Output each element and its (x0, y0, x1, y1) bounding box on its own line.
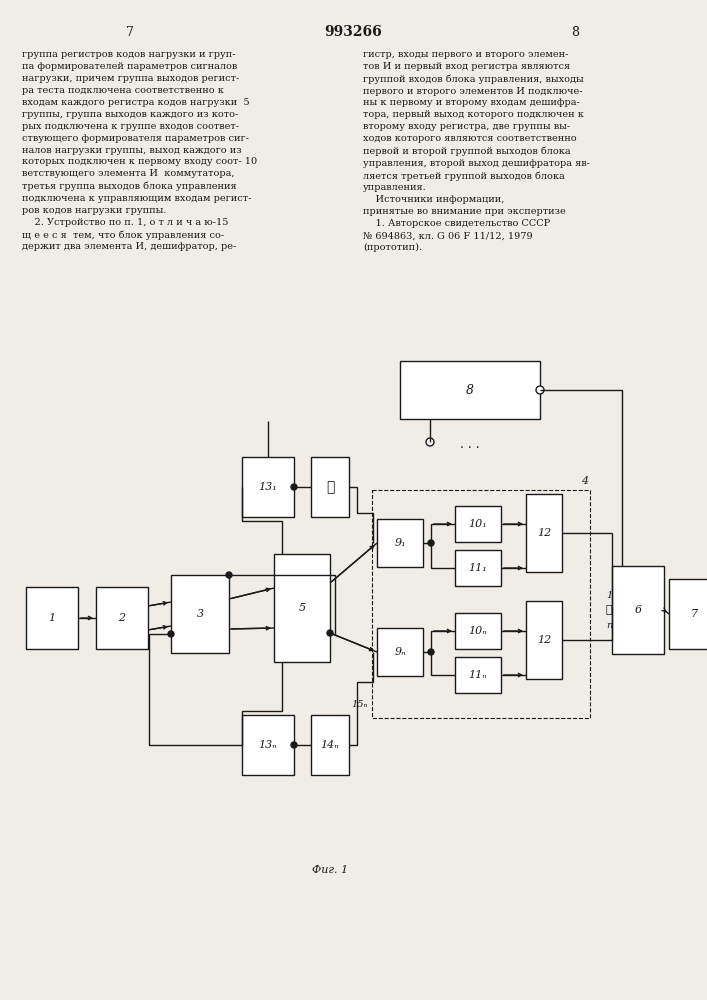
Bar (372, 490, 590, 718)
Bar (311, 715, 349, 775)
Text: 7: 7 (691, 609, 698, 619)
Text: 13₁: 13₁ (259, 482, 277, 492)
Text: 10ₙ: 10ₙ (469, 626, 487, 636)
Bar (274, 554, 330, 662)
Bar (377, 628, 423, 676)
Bar (400, 361, 540, 419)
Bar (377, 519, 423, 567)
Circle shape (428, 540, 434, 546)
Text: 7: 7 (126, 25, 134, 38)
Text: 5: 5 (298, 603, 305, 613)
Text: 3: 3 (197, 609, 204, 619)
Text: 12: 12 (537, 528, 551, 538)
Text: 1: 1 (606, 590, 612, 599)
Text: 8: 8 (466, 383, 474, 396)
Bar (311, 457, 349, 517)
Text: ⋮: ⋮ (326, 480, 334, 494)
Bar (242, 715, 294, 775)
Text: гистр, входы первого и второго элемен-
тов И и первый вход регистра являются
гру: гистр, входы первого и второго элемен- т… (363, 50, 590, 252)
Text: Фиг. 1: Фиг. 1 (312, 865, 348, 875)
Bar (669, 579, 707, 649)
Text: 12: 12 (537, 635, 551, 645)
Bar (455, 550, 501, 586)
Text: группа регистров кодов нагрузки и груп-
па формирователей параметров сигналов
на: группа регистров кодов нагрузки и груп- … (22, 50, 257, 251)
Text: 2: 2 (119, 613, 126, 623)
Circle shape (291, 484, 297, 490)
Text: 8: 8 (571, 25, 579, 38)
Text: 11ₙ: 11ₙ (469, 670, 487, 680)
Text: 4: 4 (581, 476, 588, 486)
Circle shape (536, 386, 544, 394)
Bar (455, 613, 501, 649)
Text: 14ₙ: 14ₙ (321, 740, 339, 750)
Bar (171, 575, 229, 653)
Bar (526, 601, 562, 679)
Text: . . .: . . . (460, 438, 480, 452)
Text: 11₁: 11₁ (469, 563, 487, 573)
Bar (455, 506, 501, 542)
Circle shape (291, 742, 297, 748)
Circle shape (226, 572, 232, 578)
Bar (455, 657, 501, 693)
Bar (612, 566, 664, 654)
Bar (242, 457, 294, 517)
Bar (96, 587, 148, 649)
Circle shape (426, 438, 434, 446)
Bar (26, 587, 78, 649)
Circle shape (428, 649, 434, 655)
Text: 6: 6 (634, 605, 641, 615)
Circle shape (327, 630, 333, 636)
Circle shape (168, 631, 174, 637)
Text: 15ₙ: 15ₙ (351, 700, 368, 709)
Text: 9₁: 9₁ (395, 538, 406, 548)
Text: n: n (606, 620, 612, 630)
Text: ⋮: ⋮ (606, 605, 612, 615)
Text: 10₁: 10₁ (469, 519, 487, 529)
Text: 1: 1 (49, 613, 56, 623)
Text: 993266: 993266 (324, 25, 382, 39)
Text: 13ₙ: 13ₙ (259, 740, 277, 750)
Bar (526, 494, 562, 572)
Text: 9ₙ: 9ₙ (395, 647, 406, 657)
